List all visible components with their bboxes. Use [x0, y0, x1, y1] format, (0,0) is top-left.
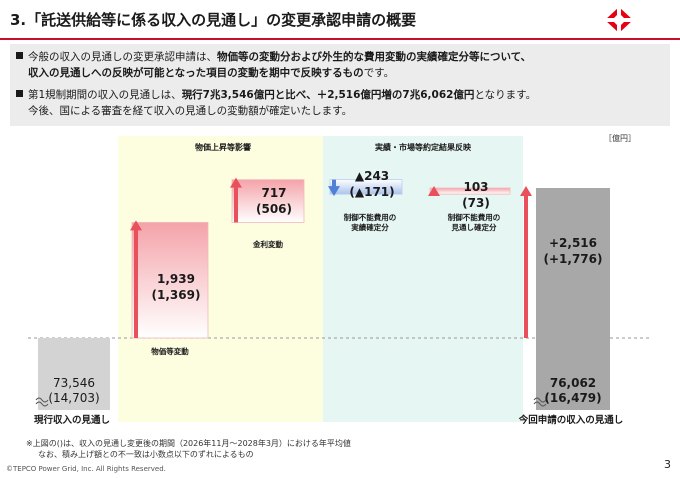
category-label-new: 今回申請の収入の見通し — [518, 414, 624, 426]
summary-bullet-1: 今般の収入の見通しの変更承認申請は、物価等の変動分および外生的な費用変動の実績確… — [16, 49, 531, 65]
bar-uncontrollable_forecast — [429, 187, 511, 195]
square-bullet-icon — [16, 90, 23, 97]
title-bar: 3.「託送供給等に係る収入の見通し」の変更承認申請の概要 — [0, 0, 680, 40]
category-label-uncontrollable_actual: 制御不能費用の — [344, 212, 397, 222]
summary-bold-text: 収入の見通しへの反映が可能となった項目の変動を期中で反映するもの — [28, 67, 364, 79]
sub-label-uncontrollable_actual: (▲171) — [349, 185, 394, 199]
axis-break-icon — [533, 397, 547, 407]
bar-interest — [231, 179, 305, 223]
category-label-uncontrollable_forecast-2: 見通し確定分 — [451, 222, 497, 232]
arrow-shaft-uncontrollable_actual — [332, 179, 336, 189]
section-label: 物価上昇等影響 — [195, 142, 251, 152]
value-label-uncontrollable_forecast: 103 — [463, 180, 488, 194]
category-label-interest: 金利変動 — [252, 239, 283, 249]
bar-price — [131, 221, 209, 339]
waterfall-chart: 物価上昇等影響 実績・市場等約定結果反映 73,546(14,703) 現行収入の見通… — [28, 136, 650, 426]
summary-text: 第1規制期間の収入の見通しは、 — [28, 89, 182, 101]
copyright: ©TEPCO Power Grid, Inc. All Rights Reser… — [6, 465, 166, 473]
total-change-value-label: +2,516 — [549, 236, 597, 250]
value-label-uncontrollable_actual: ▲243 — [355, 169, 389, 183]
summary-box: 今般の収入の見通しの変更承認申請は、物価等の変動分および外生的な費用変動の実績確… — [10, 44, 670, 126]
page-title: 3.「託送供給等に係る収入の見通し」の変更承認申請の概要 — [10, 11, 417, 29]
summary-bold-text: 現行7兆3,546億円と比べ、＋2,516億円増の7兆6,062億円 — [181, 89, 475, 101]
tepco-logo-icon — [605, 7, 633, 33]
summary-text: となります。 — [474, 89, 537, 101]
sub-label-price: (1,369) — [152, 288, 201, 302]
page-number: 3 — [664, 458, 671, 471]
arrow-up-icon — [428, 186, 440, 196]
square-bullet-icon — [16, 52, 23, 59]
summary-bold-text: 物価等の変動分および外生的な費用変動の実績確定分等について、 — [217, 51, 532, 63]
arrow-up-icon — [130, 220, 142, 231]
footnote-1: ※上図の()は、収入の見通し変更後の期間（2026年11月～2028年3月）にお… — [26, 439, 351, 448]
unit-label: ［億円］ — [604, 134, 636, 143]
summary-text: 今後、国による審査を経て収入の見通しの変動額が確定いたします。 — [28, 105, 353, 117]
sub-label-new: (16,479) — [544, 391, 601, 405]
sub-label-interest: (506) — [256, 202, 292, 216]
value-label-new: 76,062 — [550, 376, 596, 390]
category-label-uncontrollable_actual-2: 実績確定分 — [351, 222, 389, 232]
total-change-arrow-shaft — [524, 194, 528, 338]
arrow-up-icon — [520, 186, 532, 196]
arrow-shaft-interest — [234, 185, 238, 223]
category-label-current: 現行収入の見通し — [34, 414, 110, 426]
bar-new — [536, 188, 610, 410]
section-label: 実績・市場等約定結果反映 — [375, 142, 472, 152]
footnote-2: なお、積み上げ額との不一致は小数点以下のずれによるもの — [38, 450, 254, 459]
value-label-current: 73,546 — [53, 376, 95, 390]
summary-text: 今般の収入の見通しの変更承認申請は、 — [28, 51, 217, 63]
sub-label-uncontrollable_forecast: (73) — [462, 196, 490, 210]
sub-label-current: (14,703) — [48, 391, 99, 405]
arrow-up-icon — [230, 177, 242, 188]
category-label-uncontrollable_forecast: 制御不能費用の — [448, 212, 501, 222]
value-label-price: 1,939 — [157, 272, 195, 286]
arrow-shaft-price — [134, 228, 138, 338]
value-label-interest: 717 — [261, 186, 286, 200]
bar-current — [38, 338, 110, 410]
total-change-sub-label: (+1,776) — [544, 252, 603, 266]
summary-text: です。 — [363, 67, 395, 79]
summary-bullet-1-cont: 収入の見通しへの反映が可能となった項目の変動を期中で反映するものです。 — [28, 65, 394, 81]
summary-bullet-2-cont: 今後、国による審査を経て収入の見通しの変動額が確定いたします。 — [28, 103, 352, 119]
arrow-down-icon — [328, 186, 340, 197]
summary-bullet-2: 第1規制期間の収入の見通しは、現行7兆3,546億円と比べ、＋2,516億円増の… — [16, 87, 536, 103]
section-background — [323, 136, 523, 422]
category-label-price: 物価等変動 — [151, 346, 189, 356]
axis-break-icon — [35, 397, 49, 407]
